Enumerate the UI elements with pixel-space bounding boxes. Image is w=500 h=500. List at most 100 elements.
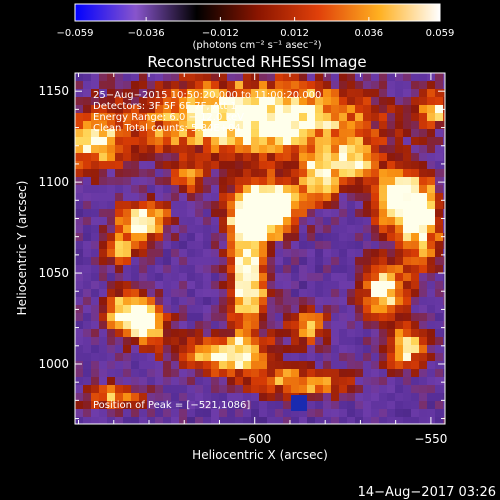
heatmap-cell [123,241,131,249]
heatmap-cell [339,377,347,385]
heatmap-cell [283,73,291,81]
heatmap-cell [395,137,403,145]
heatmap-cell [187,217,195,225]
heatmap-cell [259,105,267,113]
heatmap-cell [283,97,291,105]
heatmap-cell [435,345,443,353]
heatmap-cell [419,345,427,353]
heatmap-cell [227,97,235,105]
heatmap-cell [75,161,83,169]
heatmap-cell [243,225,251,233]
heatmap-cell [187,393,195,401]
heatmap-cell [371,217,379,225]
heatmap-cell [307,121,315,129]
heatmap-cell [331,313,339,321]
heatmap-cell [275,81,283,89]
heatmap-cell [307,185,315,193]
heatmap-cell [251,129,259,137]
heatmap-cell [371,305,379,313]
heatmap-cell [371,273,379,281]
heatmap-cell [155,121,163,129]
heatmap-cell [419,305,427,313]
heatmap-cell [171,161,179,169]
heatmap-cell [163,105,171,113]
heatmap-cell [251,153,259,161]
heatmap-cell [347,81,355,89]
heatmap-cell [323,153,331,161]
heatmap-cell [251,289,259,297]
heatmap-cell [411,337,419,345]
heatmap-cell [227,385,235,393]
heatmap-cell [411,137,419,145]
heatmap-cell [115,321,123,329]
heatmap-cell [219,73,227,81]
heatmap-cell [131,337,139,345]
heatmap-cell [443,249,445,257]
heatmap-cell [395,145,403,153]
heatmap-cell [427,201,435,209]
heatmap-cell [139,121,147,129]
heatmap-cell [315,193,323,201]
heatmap-cell [91,305,99,313]
heatmap-cell [179,369,187,377]
heatmap-cell [355,153,363,161]
heatmap-cell [363,137,371,145]
heatmap-cell [347,241,355,249]
heatmap-cell [123,273,131,281]
heatmap-cell [99,185,107,193]
heatmap-cell [235,361,243,369]
heatmap-cell [259,113,267,121]
heatmap-cell [251,97,259,105]
heatmap-cell [99,393,107,401]
heatmap-cell [243,113,251,121]
heatmap-cell [331,353,339,361]
heatmap-cell [219,137,227,145]
heatmap-cell [187,289,195,297]
heatmap-cell [91,265,99,273]
heatmap-cell [243,353,251,361]
heatmap-cell [107,129,115,137]
heatmap-cell [251,201,259,209]
heatmap-cell [115,345,123,353]
heatmap-cell [211,129,219,137]
heatmap-cell [299,377,307,385]
heatmap-cell [115,377,123,385]
heatmap-cell [243,377,251,385]
heatmap-cell [307,305,315,313]
heatmap-cell [227,201,235,209]
plot-frame [74,72,446,425]
heatmap-cell [291,297,299,305]
heatmap-cell [91,409,99,417]
heatmap-cell [163,377,171,385]
heatmap-cell [163,409,171,417]
heatmap-cell [139,369,147,377]
heatmap-cell [179,305,187,313]
heatmap-cell [315,265,323,273]
heatmap-cell [91,393,99,401]
heatmap-cell [379,289,387,297]
heatmap-cell [363,385,371,393]
heatmap-cell [339,369,347,377]
heatmap-cell [267,329,275,337]
heatmap-cell [299,185,307,193]
heatmap-cell [315,145,323,153]
heatmap-cell [227,337,235,345]
heatmap-cell [259,145,267,153]
heatmap-cell [187,209,195,217]
heatmap-cell [107,217,115,225]
heatmap-cell [219,369,227,377]
heatmap-cell [235,201,243,209]
heatmap-cell [395,185,403,193]
heatmap-cell [115,273,123,281]
heatmap-cell [411,273,419,281]
heatmap-cell [203,305,211,313]
heatmap-cell [291,121,299,129]
heatmap-cell [443,193,445,201]
heatmap-cell [163,121,171,129]
heatmap-cell [75,385,83,393]
heatmap-cell [299,89,307,97]
heatmap-cell [403,401,411,409]
heatmap-cell [299,81,307,89]
heatmap-cell [411,401,419,409]
heatmap-cell [267,225,275,233]
